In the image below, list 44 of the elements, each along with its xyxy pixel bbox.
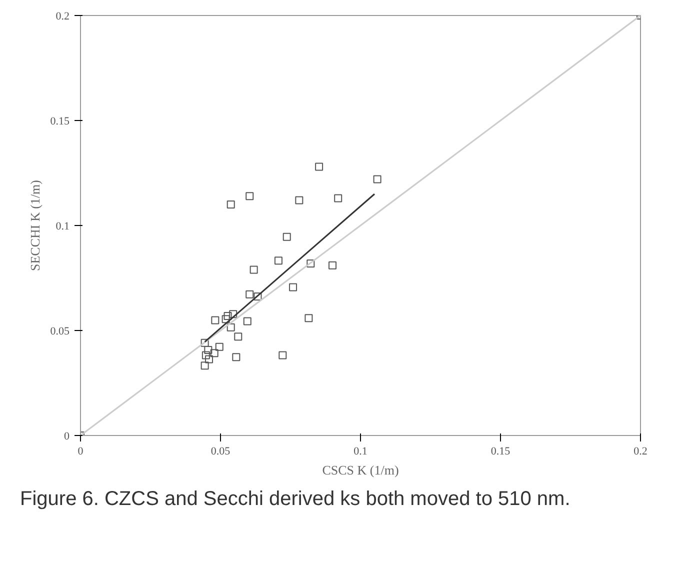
point — [226, 200, 235, 208]
caption: Figure 6. CZCS and Secchi derived ks both moved to 510 nm. — [20, 487, 570, 512]
x-tick-label: 0.2 — [634, 446, 648, 458]
point — [229, 310, 238, 318]
x-tick-label: 0.05 — [210, 446, 231, 458]
y-tick-label: 0.15 — [50, 116, 70, 128]
point — [250, 266, 258, 274]
point — [328, 261, 336, 270]
y-tick-label: 0.2 — [56, 10, 70, 22]
x-tick-label: 0 — [78, 446, 84, 458]
y-axis-title: SECCHI K (1/m) — [27, 180, 42, 271]
point — [278, 351, 287, 360]
point — [204, 346, 212, 354]
point — [282, 232, 291, 241]
point — [222, 315, 230, 324]
y-tick-label: 0.1 — [56, 220, 70, 232]
point — [200, 362, 209, 370]
point — [289, 283, 298, 292]
point — [243, 317, 252, 326]
point — [215, 342, 224, 351]
point — [295, 196, 304, 204]
point — [232, 353, 240, 362]
point — [304, 314, 313, 322]
point — [315, 162, 324, 171]
point — [211, 316, 220, 324]
point — [246, 192, 254, 200]
point — [226, 323, 235, 332]
point — [254, 292, 262, 300]
point — [373, 175, 382, 184]
x-tick-label: 0.1 — [354, 446, 368, 458]
y-tick-label: 0 — [64, 430, 70, 442]
point — [234, 332, 242, 341]
point — [224, 312, 232, 320]
x-axis-title: CSCS K (1/m) — [322, 462, 399, 478]
point — [205, 355, 214, 364]
point — [202, 351, 210, 360]
x-tick-label: 0.15 — [490, 446, 511, 458]
y-tick-label: 0.05 — [50, 326, 70, 338]
point — [274, 256, 282, 265]
point — [210, 349, 218, 358]
point — [306, 260, 315, 268]
point — [246, 290, 254, 298]
point — [334, 194, 342, 202]
point — [200, 338, 209, 347]
